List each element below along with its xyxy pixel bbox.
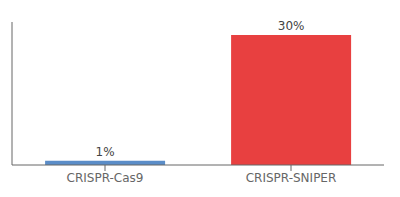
svg-text:1%: 1% [96, 145, 115, 159]
svg-text:30%: 30% [278, 19, 305, 33]
svg-text:CRISPR-Cas9: CRISPR-Cas9 [67, 171, 144, 185]
svg-text:CRISPR-SNIPER: CRISPR-SNIPER [246, 171, 337, 185]
